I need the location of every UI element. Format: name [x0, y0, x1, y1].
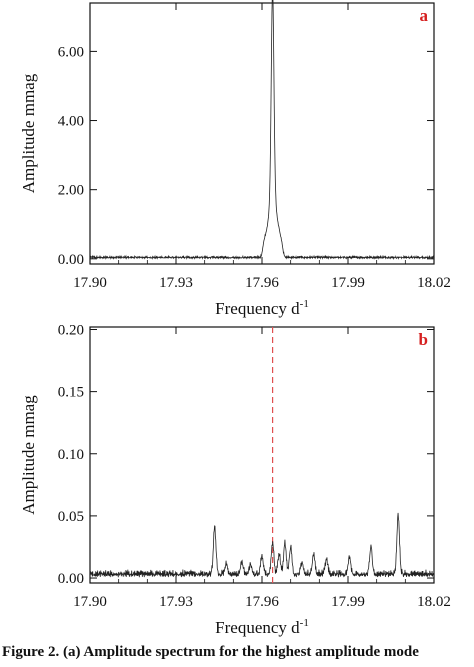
- panel-a-x-tick-label: 17.93: [159, 275, 193, 291]
- panel-b-ticks: 17.90 17.93 17.96 17.99 18.02 0.00 0.05 0.10 0.1…: [58, 322, 451, 610]
- panel-a-spectrum-line: [89, 0, 435, 261]
- panel-a-y-tick-label: 6.00: [58, 44, 84, 60]
- panel-b-y-tick-label: 0.15: [58, 385, 84, 401]
- panel-b-y-tick-label: 0.10: [58, 447, 84, 463]
- panel-b-x-tick-label: 17.96: [245, 594, 279, 610]
- panel-a-x-tick-label: 18.02: [417, 275, 451, 291]
- panel-a-ticks: 17.90 17.93 17.96 17.99 18.02 0.00 2.00 4.00 6.0…: [58, 3, 451, 291]
- panel-b-y-tick-label: 0.20: [58, 322, 84, 338]
- panel-b-y-tick-label: 0.05: [58, 509, 84, 525]
- panel-b-x-axis-label: Frequency d-1: [215, 617, 309, 637]
- panel-a-frame: [89, 2, 435, 265]
- panel-a-y-axis-label: Amplitude mmag: [19, 73, 38, 193]
- panel-b: b Amplitude mmag Frequency d-1 17.90 17.9…: [19, 322, 451, 637]
- figure-caption: Figure 2. (a) Amplitude spectrum for the…: [2, 644, 419, 660]
- panel-b-x-tick-label: 18.02: [417, 594, 451, 610]
- panel-a-x-tick-label: 17.96: [245, 275, 279, 291]
- panel-a-y-tick-label: 4.00: [58, 114, 84, 130]
- panel-b-x-tick-label: 17.99: [331, 594, 365, 610]
- panel-b-letter: b: [419, 330, 428, 349]
- panel-a-letter: a: [420, 6, 429, 25]
- panel-a-x-tick-label: 17.99: [331, 275, 365, 291]
- panel-b-y-axis-label: Amplitude mmag: [19, 395, 38, 515]
- panel-b-x-tick-label: 17.90: [73, 594, 107, 610]
- panel-a-y-tick-label: 2.00: [58, 183, 84, 199]
- panel-a-x-axis-label: Frequency d-1: [215, 298, 309, 318]
- panel-b-y-tick-label: 0.00: [58, 571, 84, 587]
- panel-b-x-tick-label: 17.93: [159, 594, 193, 610]
- panel-b-frame: [89, 326, 435, 584]
- panel-b-spectrum-line: [89, 512, 435, 578]
- panel-a: a Amplitude mmag Frequency d-1 17.90 17.9…: [19, 0, 451, 318]
- panel-a-x-tick-label: 17.90: [73, 275, 107, 291]
- panel-a-y-tick-label: 0.00: [58, 252, 84, 268]
